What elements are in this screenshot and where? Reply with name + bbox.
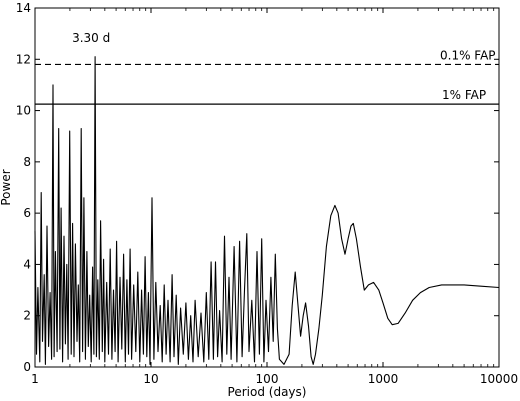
y-tick-label: 0 — [23, 360, 31, 374]
axis-ticks: 1 10 100 1000 10000 0 2 4 6 8 10 12 14 — [16, 1, 518, 386]
x-tick-label: 10 — [143, 372, 158, 386]
x-tick-label: 1000 — [368, 372, 399, 386]
y-tick-label: 4 — [23, 257, 31, 271]
x-tick-label: 100 — [256, 372, 279, 386]
y-tick-label: 10 — [16, 104, 31, 118]
x-axis-label: Period (days) — [228, 385, 307, 399]
series-line-0 — [34, 56, 500, 365]
y-tick-label: 6 — [23, 206, 31, 220]
y-tick-label: 8 — [23, 155, 31, 169]
y-axis-label: Power — [0, 169, 13, 205]
threshold-label-0: 0.1% FAP — [440, 48, 496, 62]
y-tick-label: 2 — [23, 309, 31, 323]
x-tick-label: 1 — [31, 372, 39, 386]
y-tick-label: 12 — [16, 52, 31, 66]
y-tick-label: 14 — [16, 1, 31, 15]
annotations: 0.1% FAP 1% FAP 3.30 d — [72, 31, 495, 102]
peak-annotation: 3.30 d — [72, 31, 110, 45]
threshold-label-1: 1% FAP — [442, 88, 486, 102]
plot-content — [34, 56, 500, 365]
x-tick-label: 10000 — [480, 372, 518, 386]
